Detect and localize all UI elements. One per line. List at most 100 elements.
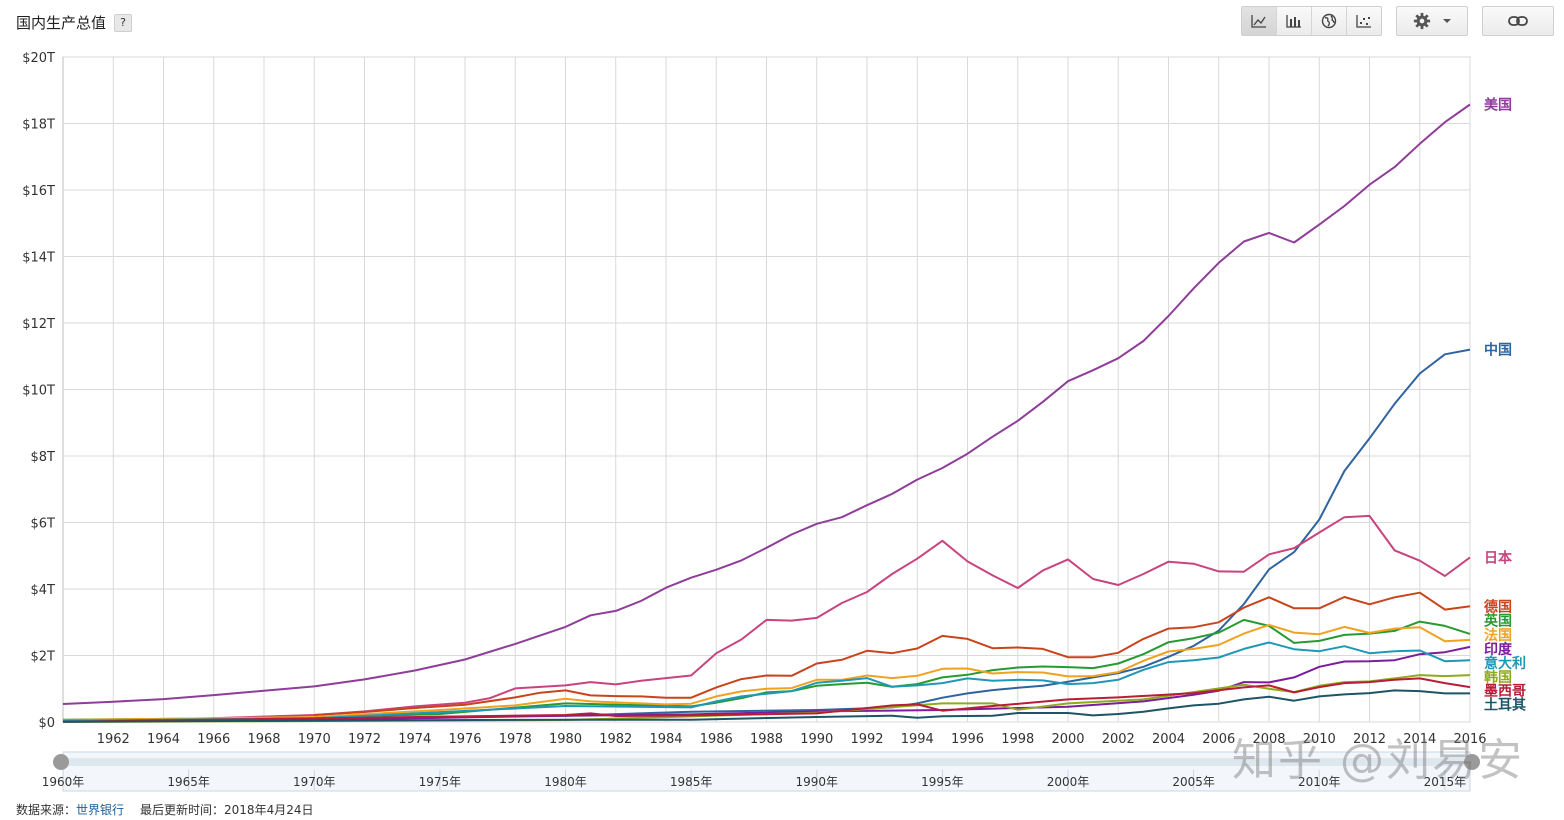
x-tick-label: 2000 [1051,732,1084,747]
map-button[interactable] [1312,7,1347,35]
x-tick-label: 2004 [1152,732,1185,747]
slider-tick-label: 2005年 [1172,775,1215,789]
x-tick-label: 1978 [499,732,532,747]
last-updated: 最后更新时间：2018年4月24日 [140,803,314,817]
x-axis: 1962 1964 1966 1968 1970 1972 1974 1976 1978 1980… [97,732,1487,747]
series-end-label: 美国 [1484,97,1512,114]
x-tick-label: 1986 [700,732,733,747]
series-end-label: 土耳其 [1484,697,1526,714]
x-tick-label: 2008 [1252,732,1285,747]
share-link-button[interactable] [1483,7,1553,35]
y-tick-label: $10T [22,384,55,399]
x-tick-label: 1990 [800,732,833,747]
settings-menu [1396,6,1468,36]
x-tick-label: 1972 [348,732,381,747]
x-tick-label: 1980 [549,732,582,747]
x-tick-label: 1976 [448,732,481,747]
x-tick-label: 2006 [1202,732,1235,747]
chart-title-bar: 国内生产总值 ? [16,12,133,33]
x-tick-label: 2012 [1353,732,1386,747]
x-tick-label: 2010 [1303,732,1336,747]
y-axis: $0 $2T $4T $6T $8T $10T $12T $14T $16T $18T $20T [22,51,55,731]
x-tick-label: 1974 [398,732,431,747]
slider-handle-right[interactable] [1464,754,1480,770]
slider-tick-label: 1960年 [42,775,85,789]
globe-icon [1321,13,1337,29]
x-tick-label: 1992 [850,732,883,747]
series-end-label: 印度 [1484,641,1513,658]
x-tick-label: 1982 [599,732,632,747]
x-tick-label: 2002 [1102,732,1135,747]
y-tick-label: $16T [22,184,55,199]
y-tick-label: $2T [31,650,56,665]
source-label: 数据来源： [16,803,77,817]
series-line [62,674,1471,723]
slider-handle-left[interactable] [53,754,69,770]
series-line [62,677,1471,723]
scatter-button[interactable] [1347,7,1381,35]
series-end-label: 意大利 [1484,655,1526,672]
series-end-label: 墨西哥 [1484,684,1526,700]
y-tick-label: $6T [31,517,56,532]
x-tick-label: 1966 [197,732,230,747]
slider-tick-label: 1970年 [293,775,336,789]
y-tick-label: $20T [22,51,55,66]
series-line [62,641,1471,722]
x-tick-label: 1970 [298,732,331,747]
settings-button[interactable] [1397,7,1467,35]
y-tick-label: $4T [31,583,56,598]
chart-title: 国内生产总值 [16,14,107,32]
toolbar [1241,6,1554,36]
link-group [1482,6,1554,36]
scatter-icon [1356,15,1371,28]
series-line [62,618,1471,721]
x-tick-label: 2014 [1403,732,1436,747]
series-end-label: 韩国 [1484,669,1512,686]
time-range-slider[interactable]: 1960年 1965年 1970年 1975年 1980年 1985年 1990年 1995年… [42,751,1480,792]
series-end-label: 法国 [1484,627,1512,644]
slider-tick-label: 2010年 [1298,775,1341,789]
line-chart-button[interactable] [1242,7,1277,35]
slider-tick-label: 1980年 [544,775,587,789]
slider-tick-label: 1975年 [419,775,462,789]
slider-tick-label: 1995年 [921,775,964,789]
series-line [62,623,1471,721]
footer: 数据来源：世界银行 最后更新时间：2018年4月24日 [16,801,313,818]
series-line [62,103,1471,705]
x-tick-label: 1968 [247,732,280,747]
y-tick-label: $14T [22,251,55,266]
series-end-label: 英国 [1483,613,1512,630]
slider-bar [63,758,1470,766]
slider-tick-label: 2015年 [1424,775,1467,789]
source-link[interactable]: 世界银行 [76,803,125,817]
series-end-label: 日本 [1484,549,1513,566]
line-chart-icon [1251,15,1266,28]
watermark: 知乎 @刘易安 [1232,735,1524,786]
x-tick-label: 1988 [750,732,783,747]
y-tick-label: $8T [31,450,56,465]
y-tick-label: $18T [22,118,55,133]
series-line [62,348,1471,721]
series-end-label: 德国 [1484,598,1512,615]
y-tick-label: $0 [38,716,55,731]
x-tick-label: 1964 [147,732,180,747]
x-tick-label: 1984 [649,732,682,747]
bar-chart-button[interactable] [1277,7,1312,35]
bar-chart-icon [1286,15,1301,28]
chart-type-switcher [1241,6,1382,36]
y-tick-label: $12T [22,317,55,332]
slider-tick-label: 1965年 [167,775,210,789]
x-tick-label: 1994 [901,732,934,747]
link-icon [1508,16,1528,26]
gdp-line-chart: $0 $2T $4T $6T $8T $10T $12T $14T $16T $18T $20T 1… [22,51,1526,792]
slider-tick-label: 1985年 [670,775,713,789]
help-button[interactable]: ? [114,13,133,32]
slider-tick-label: 2000年 [1047,775,1090,789]
series-lines [62,103,1471,723]
gear-icon [1413,12,1431,30]
chevron-down-icon [1443,19,1451,23]
series-line [62,689,1470,723]
x-tick-label: 1996 [951,732,984,747]
series-end-label: 中国 [1484,342,1512,359]
